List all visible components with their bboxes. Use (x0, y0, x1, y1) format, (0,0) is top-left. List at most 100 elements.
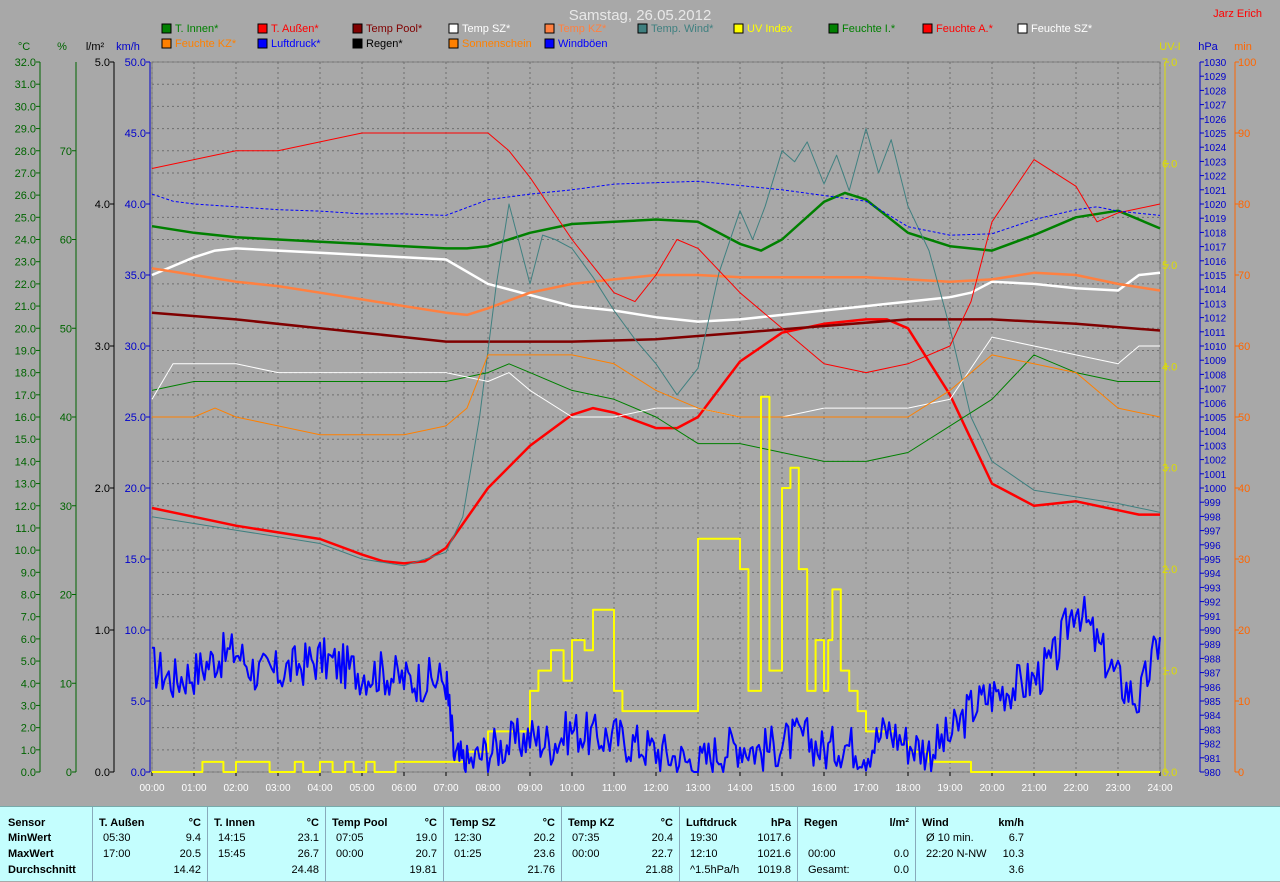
summary-value: 0.0 (893, 864, 909, 876)
sunshine-axis-tick-label: 0 (1238, 767, 1244, 779)
summary-value: 3.6 (1008, 864, 1024, 876)
pressure-axis-tick-label: 985 (1204, 697, 1221, 708)
summary-value: 20.2 (533, 832, 555, 844)
summary-time: 14:15 (218, 832, 246, 844)
x-tick-label: 13:00 (685, 783, 710, 794)
sunshine-axis-tick-label: 60 (1238, 341, 1250, 353)
legend-label: Feuchte A.* (936, 23, 994, 35)
temp-axis-tick-label: 0.0 (21, 767, 36, 779)
pressure-axis-tick-label: 1024 (1204, 143, 1227, 154)
legend-swatch (637, 23, 648, 34)
legend-swatch (544, 38, 555, 49)
pressure-axis-tick-label: 991 (1204, 612, 1221, 623)
wind-axis-tick-label: 0.0 (131, 767, 146, 779)
sunshine-axis-tick-label: 10 (1238, 696, 1250, 708)
pressure-axis-tick-label: 999 (1204, 498, 1221, 509)
axis-units: °C% l/m² km/h UV-I hPa min (18, 41, 1252, 53)
pressure-axis-tick-label: 1020 (1204, 200, 1227, 211)
chart-title: Samstag, 26.05.2012 (569, 7, 712, 24)
chart-svg: Samstag, 26.05.2012 Jarz Erich T. Innen*… (15, 7, 1262, 794)
x-tick-label: 18:00 (895, 783, 920, 794)
temp-axis-tick-label: 31.0 (15, 79, 36, 91)
summary-value: 19.0 (415, 832, 437, 844)
summary-value: 24.48 (291, 864, 319, 876)
temp-axis-tick-label: 14.0 (15, 456, 36, 468)
summary-col-5: Temp KZ °C 07:35 20.4 00:00 22.7 21.88 (561, 807, 679, 882)
summary-time: 12:30 (454, 832, 482, 844)
sunshine-axis-tick-label: 40 (1238, 483, 1250, 495)
uv-axis-tick-label: 5.0 (1162, 260, 1177, 272)
summary-value: 10.3 (1002, 848, 1024, 860)
pressure-axis-tick-label: 1002 (1204, 456, 1227, 467)
legend-label: Feuchte SZ* (1031, 23, 1093, 35)
summary-col-name: T. Außen (99, 817, 145, 829)
legend-swatch (1017, 23, 1028, 34)
legend-label: Feuchte KZ* (175, 38, 237, 50)
sunshine-axis-tick-label: 80 (1238, 199, 1250, 211)
summary-value: 1021.6 (757, 848, 791, 860)
summary-col-unit: °C (660, 817, 673, 829)
summary-col-name: Regen (804, 817, 838, 829)
row-label-avg: Durchschnitt (8, 864, 76, 876)
x-tick-label: 15:00 (769, 783, 794, 794)
x-tick-label: 16:00 (811, 783, 836, 794)
x-tick-label: 01:00 (181, 783, 206, 794)
summary-value: 23.1 (297, 832, 319, 844)
summary-time: Gesamt: (808, 864, 850, 876)
x-tick-label: 19:00 (937, 783, 962, 794)
legend-swatch (544, 23, 555, 34)
wind-axis-tick-label: 45.0 (125, 128, 146, 140)
pressure-axis-tick-label: 1012 (1204, 314, 1227, 325)
summary-col-8: Wind km/h Ø 10 min. 6.7 22:20 N-NW 10.3 3.6 (915, 807, 1030, 882)
wind-axis-tick-label: 5.0 (131, 696, 146, 708)
pressure-axis-tick-label: 1016 (1204, 257, 1227, 268)
x-tick-label: 12:00 (643, 783, 668, 794)
wind-axis-tick-label: 40.0 (125, 199, 146, 211)
legend-label: Feuchte I.* (842, 23, 896, 35)
summary-value: 21.76 (527, 864, 555, 876)
series-line-1 (151, 191, 1161, 252)
humidity-axis-tick-label: 40 (60, 412, 72, 424)
series-line-13 (152, 595, 1161, 773)
summary-time: 12:10 (690, 848, 718, 860)
legend-swatch (448, 38, 459, 49)
pressure-axis-tick-label: 981 (1204, 754, 1221, 765)
x-tick-label: 11:00 (602, 783, 627, 794)
summary-col-unit: °C (542, 817, 555, 829)
chart-area: Samstag, 26.05.2012 Jarz Erich T. Innen*… (14, 7, 1262, 794)
temp-axis-tick-label: 24.0 (15, 235, 36, 247)
summary-value: 20.4 (651, 832, 673, 844)
series-line-2 (151, 318, 1160, 565)
pressure-axis-tick-label: 984 (1204, 711, 1221, 722)
series-line-10 (152, 354, 1161, 436)
series-line-5 (151, 267, 1161, 317)
pressure-axis-tick-label: 1021 (1204, 186, 1227, 197)
summary-value: 1019.8 (757, 864, 791, 876)
pressure-axis-tick-label: 1013 (1204, 299, 1227, 310)
summary-col-unit: °C (306, 817, 319, 829)
pressure-axis-tick-label: 1008 (1204, 370, 1227, 381)
temp-axis-tick-label: 21.0 (15, 301, 36, 313)
pressure-axis-tick-label: 1001 (1204, 470, 1227, 481)
pressure-axis-tick-label: 1011 (1204, 328, 1226, 339)
summary-time: 22:20 N-NW (926, 848, 987, 860)
series-line-12 (152, 395, 1160, 773)
wind-axis-tick-label: 15.0 (125, 554, 146, 566)
uv-axis-tick-label: 3.0 (1162, 463, 1177, 475)
temp-axis-tick-label: 4.0 (21, 678, 36, 690)
series-line-3 (151, 311, 1161, 343)
summary-labels-col: Sensor MinWert MaxWert Durchschnitt (0, 807, 90, 882)
unit-label-min: min (1234, 41, 1252, 53)
unit-label-hpa: hPa (1198, 41, 1218, 53)
rain-axis-tick-label: 4.0 (95, 199, 110, 211)
pressure-axis-tick-label: 983 (1204, 725, 1221, 736)
summary-col-2: T. Innen °C 14:15 23.1 15:45 26.7 24.48 (207, 807, 325, 882)
temp-axis-tick-label: 5.0 (21, 656, 36, 668)
humidity-axis-tick-label: 30 (60, 501, 72, 513)
legend-label: Windböen (558, 38, 608, 50)
pressure-axis-tick-label: 1003 (1204, 441, 1227, 452)
temp-axis-tick-label: 25.0 (15, 212, 36, 224)
temp-axis-tick-label: 12.0 (15, 501, 36, 513)
wind-axis-tick-label: 10.0 (125, 625, 146, 637)
pressure-axis-tick-label: 992 (1204, 598, 1221, 609)
